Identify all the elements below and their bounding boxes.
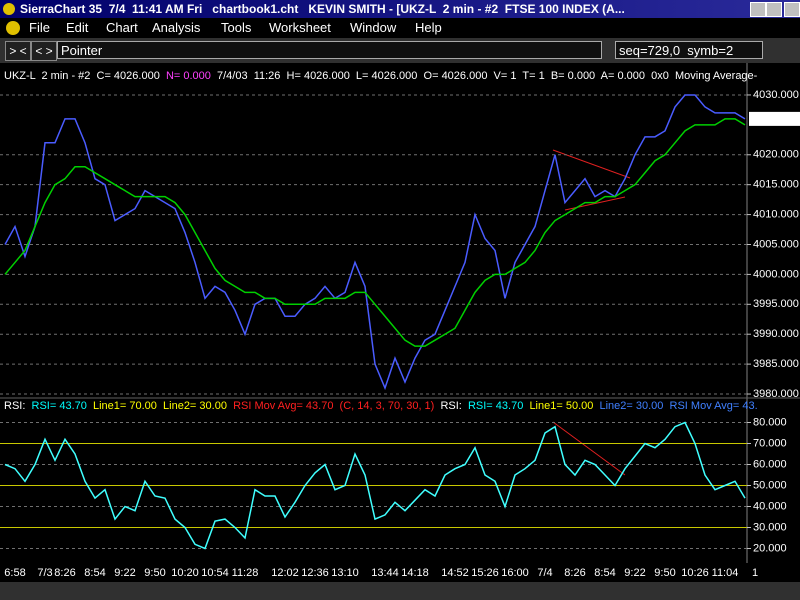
x-tick-label: 7/3 xyxy=(37,567,52,579)
scroll-button[interactable]: > < xyxy=(5,41,31,61)
x-tick-label: 14:18 xyxy=(401,567,429,579)
last-value-box xyxy=(749,111,800,126)
header-segment: RSI: xyxy=(4,400,32,412)
header-segment: RSI= 43.70 xyxy=(468,400,529,412)
panel-header: RSI: RSI= 43.70 Line1= 70.00 Line2= 30.0… xyxy=(4,400,758,412)
y-tick-label: 3985.000 xyxy=(753,358,799,370)
last-value-label: 4026.000 xyxy=(751,113,797,125)
app-icon xyxy=(3,3,15,15)
x-tick-label: 12:02 xyxy=(271,567,299,579)
x-tick-label: 8:26 xyxy=(564,567,585,579)
x-tick-label: 13:44 xyxy=(371,567,399,579)
header-segment: 7/4/03 11:26 H= 4026.000 L= 4026.000 O= … xyxy=(211,70,758,82)
menu-item[interactable]: Edit xyxy=(66,20,89,35)
scroll-bar[interactable] xyxy=(0,582,800,600)
x-tick-label: 8:54 xyxy=(594,567,615,579)
trendline xyxy=(564,196,626,211)
x-tick-label: 12:36 xyxy=(301,567,329,579)
y-tick-label: 4010.000 xyxy=(753,208,799,220)
close-button[interactable] xyxy=(784,2,800,17)
x-tick-label: 11:28 xyxy=(232,567,259,579)
header-segment: UKZ-L 2 min - #2 C= 4026.000 xyxy=(4,70,166,82)
series-line xyxy=(4,94,746,391)
menu-item[interactable]: Analysis xyxy=(152,20,201,35)
x-tick-label: 14:52 xyxy=(441,567,469,579)
header-segment: RSI Mov Avg= 43.70 (C, 14, 3, 70, 30, 1) xyxy=(233,400,440,412)
y-tick-label: 30.000 xyxy=(753,521,787,533)
menu-item[interactable]: Window xyxy=(350,20,397,35)
y-tick-label: 20.000 xyxy=(753,542,787,554)
y-tick-label: 80.000 xyxy=(753,416,787,428)
x-tick-label: 10:26 xyxy=(681,567,709,579)
header-segment: RSI= 43.70 xyxy=(32,400,93,412)
menu-item[interactable]: Help xyxy=(415,20,442,35)
window-title: SierraChart 35 7/4 11:41 AM Fri chartboo… xyxy=(20,2,625,16)
y-tick-label: 50.000 xyxy=(753,479,787,491)
y-tick-label: 4000.000 xyxy=(753,268,799,280)
x-tick-label: 8:26 xyxy=(54,567,75,579)
x-tick-label: 7/4 xyxy=(537,567,552,579)
x-tick-label: 13:10 xyxy=(331,567,359,579)
menu-item[interactable]: Chart xyxy=(106,20,138,35)
toolbar: > < < > Pointer seq=729,0 symb=2 xyxy=(0,38,800,63)
x-tick-label: 11:04 xyxy=(712,567,739,579)
header-segment: Line1= 50.00 xyxy=(529,400,599,412)
header-segment: Line2= 30.00 RSI Mov Avg= 43. xyxy=(599,400,757,412)
menu-item[interactable]: Worksheet xyxy=(269,20,331,35)
x-tick-label: 10:20 xyxy=(171,567,199,579)
header-segment: RSI: xyxy=(440,400,468,412)
minimize-button[interactable] xyxy=(750,2,766,17)
maximize-button[interactable] xyxy=(766,2,782,17)
y-tick-label: 3990.000 xyxy=(753,328,799,340)
y-tick-label: 3995.000 xyxy=(753,298,799,310)
scroll-button[interactable]: < > xyxy=(31,41,57,61)
header-segment: N= 0.000 xyxy=(166,70,211,82)
trendline xyxy=(552,421,626,476)
title-bar: SierraChart 35 7/4 11:41 AM Fri chartboo… xyxy=(0,0,800,18)
x-tick-label: 1 xyxy=(752,567,758,579)
y-tick-label: 3980.000 xyxy=(753,388,799,400)
y-tick-label: 40.000 xyxy=(753,500,787,512)
y-tick-label: 4005.000 xyxy=(753,238,799,250)
y-tick-label: 60.000 xyxy=(753,458,787,470)
header-segment: Line1= 70.00 Line2= 30.00 xyxy=(93,400,233,412)
menu-item[interactable]: Tools xyxy=(221,20,252,35)
x-tick-label: 9:50 xyxy=(144,567,165,579)
x-tick-label: 9:22 xyxy=(624,567,645,579)
x-tick-label: 6:58 xyxy=(4,567,25,579)
x-tick-label: 16:00 xyxy=(501,567,529,579)
x-tick-label: 10:54 xyxy=(201,567,229,579)
y-tick-label: 4030.000 xyxy=(753,89,799,101)
x-tick-label: 8:54 xyxy=(84,567,105,579)
panel-header: UKZ-L 2 min - #2 C= 4026.000 N= 0.000 7/… xyxy=(4,70,758,82)
doc-icon xyxy=(6,21,20,35)
x-tick-label: 9:50 xyxy=(654,567,675,579)
x-tick-label: 9:22 xyxy=(114,567,135,579)
chart: UKZ-L 2 min - #2 C= 4026.000 N= 0.000 7/… xyxy=(0,63,800,600)
x-tick-label: 15:26 xyxy=(471,567,499,579)
y-tick-label: 4020.000 xyxy=(753,149,799,161)
menu-bar: File Edit Chart Analysis Tools Worksheet… xyxy=(0,18,800,38)
series-line xyxy=(4,118,746,347)
menu-item[interactable]: File xyxy=(29,20,50,35)
trendline xyxy=(552,149,631,179)
y-tick-label: 70.000 xyxy=(753,437,787,449)
y-tick-label: 4015.000 xyxy=(753,179,799,191)
series-line xyxy=(4,421,746,550)
status-field: seq=729,0 symb=2 xyxy=(615,41,763,59)
tool-field[interactable]: Pointer xyxy=(57,41,602,59)
